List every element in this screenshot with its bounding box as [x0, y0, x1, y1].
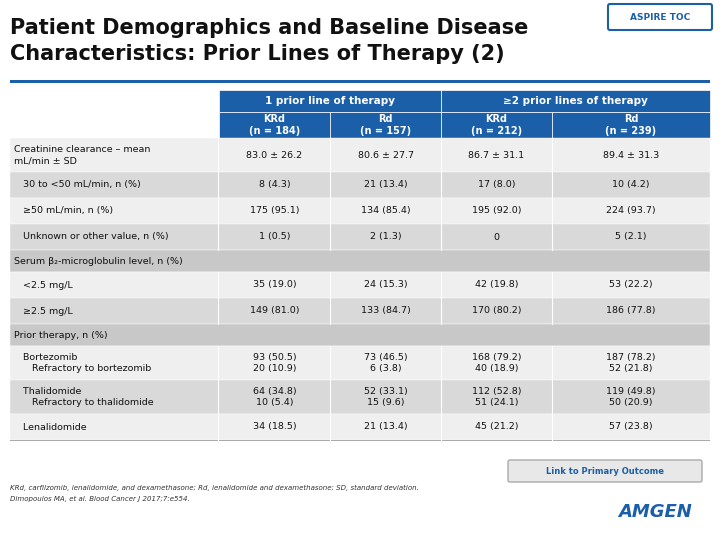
Bar [10, 440, 710, 441]
FancyBboxPatch shape [608, 4, 712, 30]
Bar [10, 298, 710, 324]
Text: 10 (4.2): 10 (4.2) [612, 180, 649, 190]
Text: 80.6 ± 27.7: 80.6 ± 27.7 [358, 151, 413, 159]
Text: 224 (93.7): 224 (93.7) [606, 206, 656, 215]
Bar [10, 380, 710, 414]
Text: 45 (21.2): 45 (21.2) [474, 422, 518, 431]
Text: 73 (46.5)
6 (3.8): 73 (46.5) 6 (3.8) [364, 353, 408, 373]
Bar [10, 324, 710, 346]
FancyBboxPatch shape [508, 460, 702, 482]
Text: 8 (4.3): 8 (4.3) [258, 180, 290, 190]
Bar [10, 250, 710, 272]
Text: 93 (50.5)
20 (10.9): 93 (50.5) 20 (10.9) [253, 353, 297, 373]
Bar [10, 198, 710, 224]
Text: 186 (77.8): 186 (77.8) [606, 307, 656, 315]
Text: Rd
(n = 157): Rd (n = 157) [360, 114, 411, 136]
Text: Patient Demographics and Baseline Disease: Patient Demographics and Baseline Diseas… [10, 18, 528, 38]
Bar [441, 112, 552, 138]
Text: 149 (81.0): 149 (81.0) [250, 307, 300, 315]
Text: 53 (22.2): 53 (22.2) [609, 280, 653, 289]
Text: Characteristics: Prior Lines of Therapy (2): Characteristics: Prior Lines of Therapy … [10, 44, 505, 64]
Text: 83.0 ± 26.2: 83.0 ± 26.2 [246, 151, 302, 159]
Text: Serum β₂-microglobulin level, n (%): Serum β₂-microglobulin level, n (%) [14, 256, 183, 266]
Text: Creatinine clearance – mean
mL/min ± SD: Creatinine clearance – mean mL/min ± SD [14, 145, 150, 165]
Bar [552, 112, 710, 138]
Text: KRd
(n = 212): KRd (n = 212) [471, 114, 522, 136]
Text: 64 (34.8)
10 (5.4): 64 (34.8) 10 (5.4) [253, 387, 297, 407]
Text: 195 (92.0): 195 (92.0) [472, 206, 521, 215]
Text: Bortezomib
      Refractory to bortezomib: Bortezomib Refractory to bortezomib [14, 353, 151, 373]
Text: 24 (15.3): 24 (15.3) [364, 280, 408, 289]
Text: 21 (13.4): 21 (13.4) [364, 422, 408, 431]
Text: 17 (8.0): 17 (8.0) [478, 180, 516, 190]
Bar [10, 172, 710, 198]
Text: 170 (80.2): 170 (80.2) [472, 307, 521, 315]
Bar [10, 346, 710, 380]
Bar [10, 224, 710, 250]
Text: 168 (79.2)
40 (18.9): 168 (79.2) 40 (18.9) [472, 353, 521, 373]
Text: 187 (78.2)
52 (21.8): 187 (78.2) 52 (21.8) [606, 353, 656, 373]
Text: 30 to <50 mL/min, n (%): 30 to <50 mL/min, n (%) [14, 180, 140, 190]
Text: 34 (18.5): 34 (18.5) [253, 422, 297, 431]
Bar [219, 90, 441, 112]
Text: 21 (13.4): 21 (13.4) [364, 180, 408, 190]
Text: 175 (95.1): 175 (95.1) [250, 206, 300, 215]
Text: 112 (52.8)
51 (24.1): 112 (52.8) 51 (24.1) [472, 387, 521, 407]
Text: 2 (1.3): 2 (1.3) [369, 233, 401, 241]
Text: ≥2 prior lines of therapy: ≥2 prior lines of therapy [503, 96, 648, 106]
Text: AMGEN: AMGEN [618, 503, 692, 521]
Text: Lenalidomide: Lenalidomide [14, 422, 86, 431]
Text: 5 (2.1): 5 (2.1) [616, 233, 647, 241]
Bar [219, 112, 330, 138]
Text: 134 (85.4): 134 (85.4) [361, 206, 410, 215]
Text: 133 (84.7): 133 (84.7) [361, 307, 410, 315]
Text: Dimopoulos MA, et al. Blood Cancer J 2017;7:e554.: Dimopoulos MA, et al. Blood Cancer J 201… [10, 496, 190, 502]
Text: Thalidomide
      Refractory to thalidomide: Thalidomide Refractory to thalidomide [14, 387, 153, 407]
Text: ASPIRE TOC: ASPIRE TOC [630, 12, 690, 22]
Text: 119 (49.8)
50 (20.9): 119 (49.8) 50 (20.9) [606, 387, 656, 407]
Bar [441, 90, 710, 112]
Bar [330, 112, 441, 138]
Text: 89.4 ± 31.3: 89.4 ± 31.3 [603, 151, 659, 159]
Text: Unknown or other value, n (%): Unknown or other value, n (%) [14, 233, 168, 241]
Text: ≥50 mL/min, n (%): ≥50 mL/min, n (%) [14, 206, 113, 215]
Text: 86.7 ± 31.1: 86.7 ± 31.1 [469, 151, 525, 159]
Text: <2.5 mg/L: <2.5 mg/L [14, 280, 73, 289]
Text: KRd
(n = 184): KRd (n = 184) [249, 114, 300, 136]
Bar [10, 414, 710, 440]
Text: KRd, carfilzomib, lenalidomide, and dexamethasone; Rd, lenalidomide and dexameth: KRd, carfilzomib, lenalidomide, and dexa… [10, 485, 419, 491]
Text: 57 (23.8): 57 (23.8) [609, 422, 653, 431]
Text: ≥2.5 mg/L: ≥2.5 mg/L [14, 307, 73, 315]
Bar [10, 272, 710, 298]
Text: 1 prior line of therapy: 1 prior line of therapy [265, 96, 395, 106]
Text: Link to Primary Outcome: Link to Primary Outcome [546, 467, 664, 476]
Text: 42 (19.8): 42 (19.8) [474, 280, 518, 289]
Text: 1 (0.5): 1 (0.5) [258, 233, 290, 241]
Text: Rd
(n = 239): Rd (n = 239) [606, 114, 657, 136]
Bar [10, 138, 710, 172]
Text: 35 (19.0): 35 (19.0) [253, 280, 297, 289]
Text: Prior therapy, n (%): Prior therapy, n (%) [14, 330, 107, 340]
Text: 52 (33.1)
15 (9.6): 52 (33.1) 15 (9.6) [364, 387, 408, 407]
Bar [10, 80, 710, 83]
Text: 0: 0 [493, 233, 500, 241]
